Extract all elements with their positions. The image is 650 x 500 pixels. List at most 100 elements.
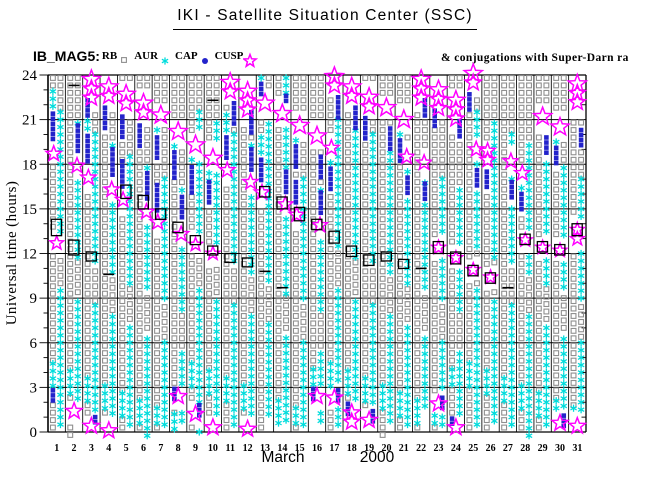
svg-text:8: 8 bbox=[176, 443, 181, 454]
day-column-28 bbox=[512, 75, 535, 440]
day-column-24 bbox=[444, 75, 467, 437]
conjugation-box bbox=[68, 239, 80, 256]
svg-text:11: 11 bbox=[226, 443, 235, 454]
day-column-26 bbox=[477, 75, 500, 431]
conjugation-box bbox=[380, 251, 392, 262]
day-column-22 bbox=[410, 67, 434, 431]
day-column-17 bbox=[321, 64, 346, 431]
svg-text:6: 6 bbox=[141, 443, 146, 454]
svg-text:18: 18 bbox=[22, 157, 37, 173]
day-column-6 bbox=[132, 75, 157, 440]
conjugation-box bbox=[363, 254, 375, 267]
asterisk-icon bbox=[161, 57, 169, 65]
conjugation-box bbox=[554, 243, 566, 256]
svg-text:4: 4 bbox=[106, 443, 111, 454]
grid bbox=[47, 74, 587, 433]
day-column-27 bbox=[500, 75, 521, 431]
page-title-text: IKI - Satellite Situation Center (SSC) bbox=[173, 7, 477, 30]
legend-label-aur: AUR bbox=[134, 50, 159, 62]
conjugation-box bbox=[154, 208, 167, 220]
legend-label-rb: RB bbox=[101, 50, 118, 62]
day-column-14 bbox=[271, 74, 295, 427]
svg-text:13: 13 bbox=[260, 443, 270, 454]
day-column-8 bbox=[167, 75, 191, 433]
day-column-10 bbox=[201, 75, 224, 437]
day-column-1 bbox=[44, 75, 66, 431]
legend-label-cap: CAP bbox=[175, 50, 198, 62]
conjugation-box bbox=[432, 240, 445, 255]
conjugation-box bbox=[449, 251, 462, 265]
conjugation-box bbox=[571, 223, 583, 237]
svg-text:12: 12 bbox=[22, 247, 37, 263]
conjugation-box bbox=[484, 272, 497, 284]
conjugation-box bbox=[519, 233, 531, 246]
conjugation-box bbox=[206, 245, 219, 256]
conjugation-note: & conjugations with Super-Darn ra bbox=[441, 52, 629, 64]
x-axis-month-label: March bbox=[261, 449, 305, 466]
page-title: IKI - Satellite Situation Center (SSC) bbox=[0, 7, 650, 30]
day-column-20 bbox=[375, 75, 398, 438]
conjugation-box bbox=[189, 234, 202, 246]
day-column-23 bbox=[427, 78, 450, 431]
day-column-29 bbox=[531, 75, 554, 431]
day-column-4 bbox=[97, 75, 122, 440]
y-axis-title: Universal time (hours) bbox=[4, 181, 20, 326]
conjugation-box bbox=[259, 185, 271, 198]
legend: IB_MAG5: RB AUR CAP CUSP bbox=[33, 48, 259, 70]
legend-items: RB AUR CAP CUSP bbox=[100, 48, 259, 68]
day-column-7 bbox=[148, 75, 172, 431]
open-square-icon bbox=[121, 57, 128, 63]
svg-text:9: 9 bbox=[193, 443, 198, 454]
open-star-icon bbox=[243, 52, 259, 68]
svg-text:21: 21 bbox=[399, 443, 409, 454]
svg-text:12: 12 bbox=[243, 443, 253, 454]
legend-label-cusp: CUSP bbox=[214, 50, 244, 62]
day-column-15 bbox=[287, 75, 311, 431]
conjugation-box bbox=[224, 252, 236, 264]
conjugation-box bbox=[85, 251, 97, 262]
x-axis-year-label: 2000 bbox=[359, 449, 395, 466]
day-column-5 bbox=[113, 75, 138, 431]
svg-text:1: 1 bbox=[54, 443, 59, 454]
svg-text:3: 3 bbox=[30, 380, 38, 396]
svg-text:29: 29 bbox=[538, 443, 548, 454]
day-columns bbox=[44, 61, 589, 440]
day-column-2 bbox=[63, 75, 87, 438]
svg-text:17: 17 bbox=[329, 443, 339, 454]
legend-item-cusp: CUSP bbox=[215, 48, 259, 68]
day-column-30 bbox=[548, 75, 572, 432]
svg-text:15: 15 bbox=[295, 443, 305, 454]
day-column-21 bbox=[392, 75, 417, 431]
conjugation-box bbox=[276, 196, 288, 210]
svg-text:25: 25 bbox=[468, 443, 478, 454]
conjugation-box bbox=[345, 245, 358, 258]
legend-item-rb: RB bbox=[102, 48, 132, 68]
svg-text:27: 27 bbox=[503, 443, 513, 454]
legend-item-aur: AUR bbox=[134, 48, 173, 68]
conjugation-box bbox=[536, 240, 549, 253]
svg-text:5: 5 bbox=[124, 443, 129, 454]
svg-text:19: 19 bbox=[364, 443, 374, 454]
conjugation-box bbox=[328, 230, 340, 244]
svg-text:9: 9 bbox=[30, 291, 38, 307]
conjugation-box bbox=[241, 257, 254, 268]
svg-text:22: 22 bbox=[416, 443, 426, 454]
conjugation-box bbox=[50, 218, 63, 237]
day-column-19 bbox=[358, 75, 381, 429]
svg-text:2: 2 bbox=[72, 443, 77, 454]
conjugation-box bbox=[311, 218, 323, 231]
conjugation-box bbox=[120, 184, 132, 200]
svg-text:14: 14 bbox=[277, 443, 287, 454]
day-column-13 bbox=[252, 74, 277, 431]
day-column-25 bbox=[462, 61, 486, 431]
conjugation-box bbox=[137, 194, 150, 210]
y-tick-labels: 0 3 6 9 12 15 18 21 24 bbox=[22, 68, 38, 441]
svg-text:6: 6 bbox=[30, 336, 38, 352]
day-column-16 bbox=[305, 75, 330, 425]
svg-text:28: 28 bbox=[520, 443, 530, 454]
svg-text:20: 20 bbox=[381, 443, 391, 454]
day-column-31 bbox=[566, 72, 589, 435]
svg-text:21: 21 bbox=[22, 113, 37, 129]
svg-text:10: 10 bbox=[208, 443, 218, 454]
